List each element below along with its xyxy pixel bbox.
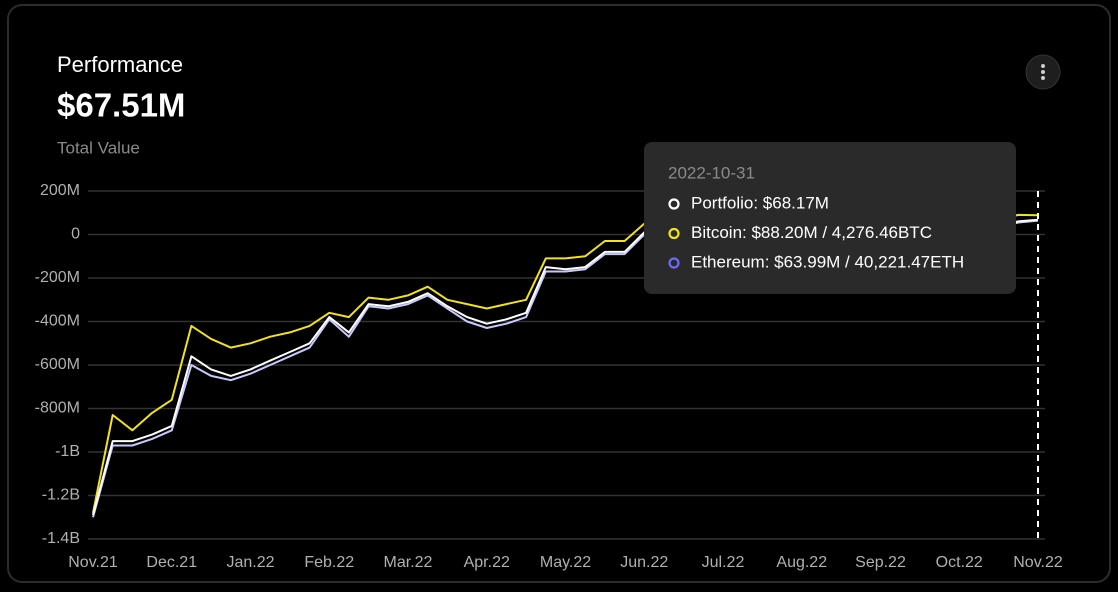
x-tick-label: May.22 (540, 554, 591, 571)
tooltip-date: 2022-10-31 (668, 163, 755, 182)
x-tick-label: Dec.21 (146, 554, 197, 571)
menu-button[interactable] (1025, 54, 1061, 90)
menu-dot (1041, 64, 1045, 68)
menu-dot (1041, 70, 1045, 74)
x-tick-label: Sep.22 (855, 554, 906, 571)
card-title: Performance (57, 52, 183, 77)
x-tick-label: Jun.22 (620, 554, 668, 571)
tooltip-marker (668, 257, 680, 269)
y-tick-label: -400M (35, 313, 80, 330)
x-tick-label: Jul.22 (702, 554, 745, 571)
x-tick-label: Oct.22 (936, 554, 983, 571)
y-tick-label: 200M (40, 182, 80, 199)
tooltip-item: Bitcoin: $88.20M / 4,276.46BTC (691, 223, 932, 242)
tooltip-marker (668, 227, 680, 240)
x-tick-label: Nov.21 (68, 554, 118, 571)
total-value: $67.51M (57, 87, 185, 124)
tooltip-item: Portfolio: $68.17M (691, 193, 829, 212)
x-tick-label: Jan.22 (226, 554, 274, 571)
subtitle: Total Value (57, 138, 140, 157)
x-tick-label: Aug.22 (776, 554, 827, 571)
y-tick-label: 0 (71, 226, 80, 243)
y-tick-label: -1.4B (42, 530, 80, 547)
x-tick-label: Apr.22 (464, 554, 510, 571)
x-tick-label: Feb.22 (304, 554, 354, 571)
y-tick-label: -600M (35, 356, 80, 373)
tooltip (644, 142, 1016, 294)
menu-dot (1041, 76, 1045, 80)
y-tick-label: -1.2B (42, 487, 80, 504)
tooltip-item: Ethereum: $63.99M / 40,221.47ETH (691, 252, 964, 271)
y-tick-label: -800M (35, 400, 80, 417)
x-tick-label: Mar.22 (384, 554, 433, 571)
y-tick-label: -200M (35, 269, 80, 286)
y-tick-label: -1B (55, 443, 80, 460)
tooltip-marker (668, 198, 680, 210)
x-tick-label: Nov.22 (1013, 554, 1063, 571)
